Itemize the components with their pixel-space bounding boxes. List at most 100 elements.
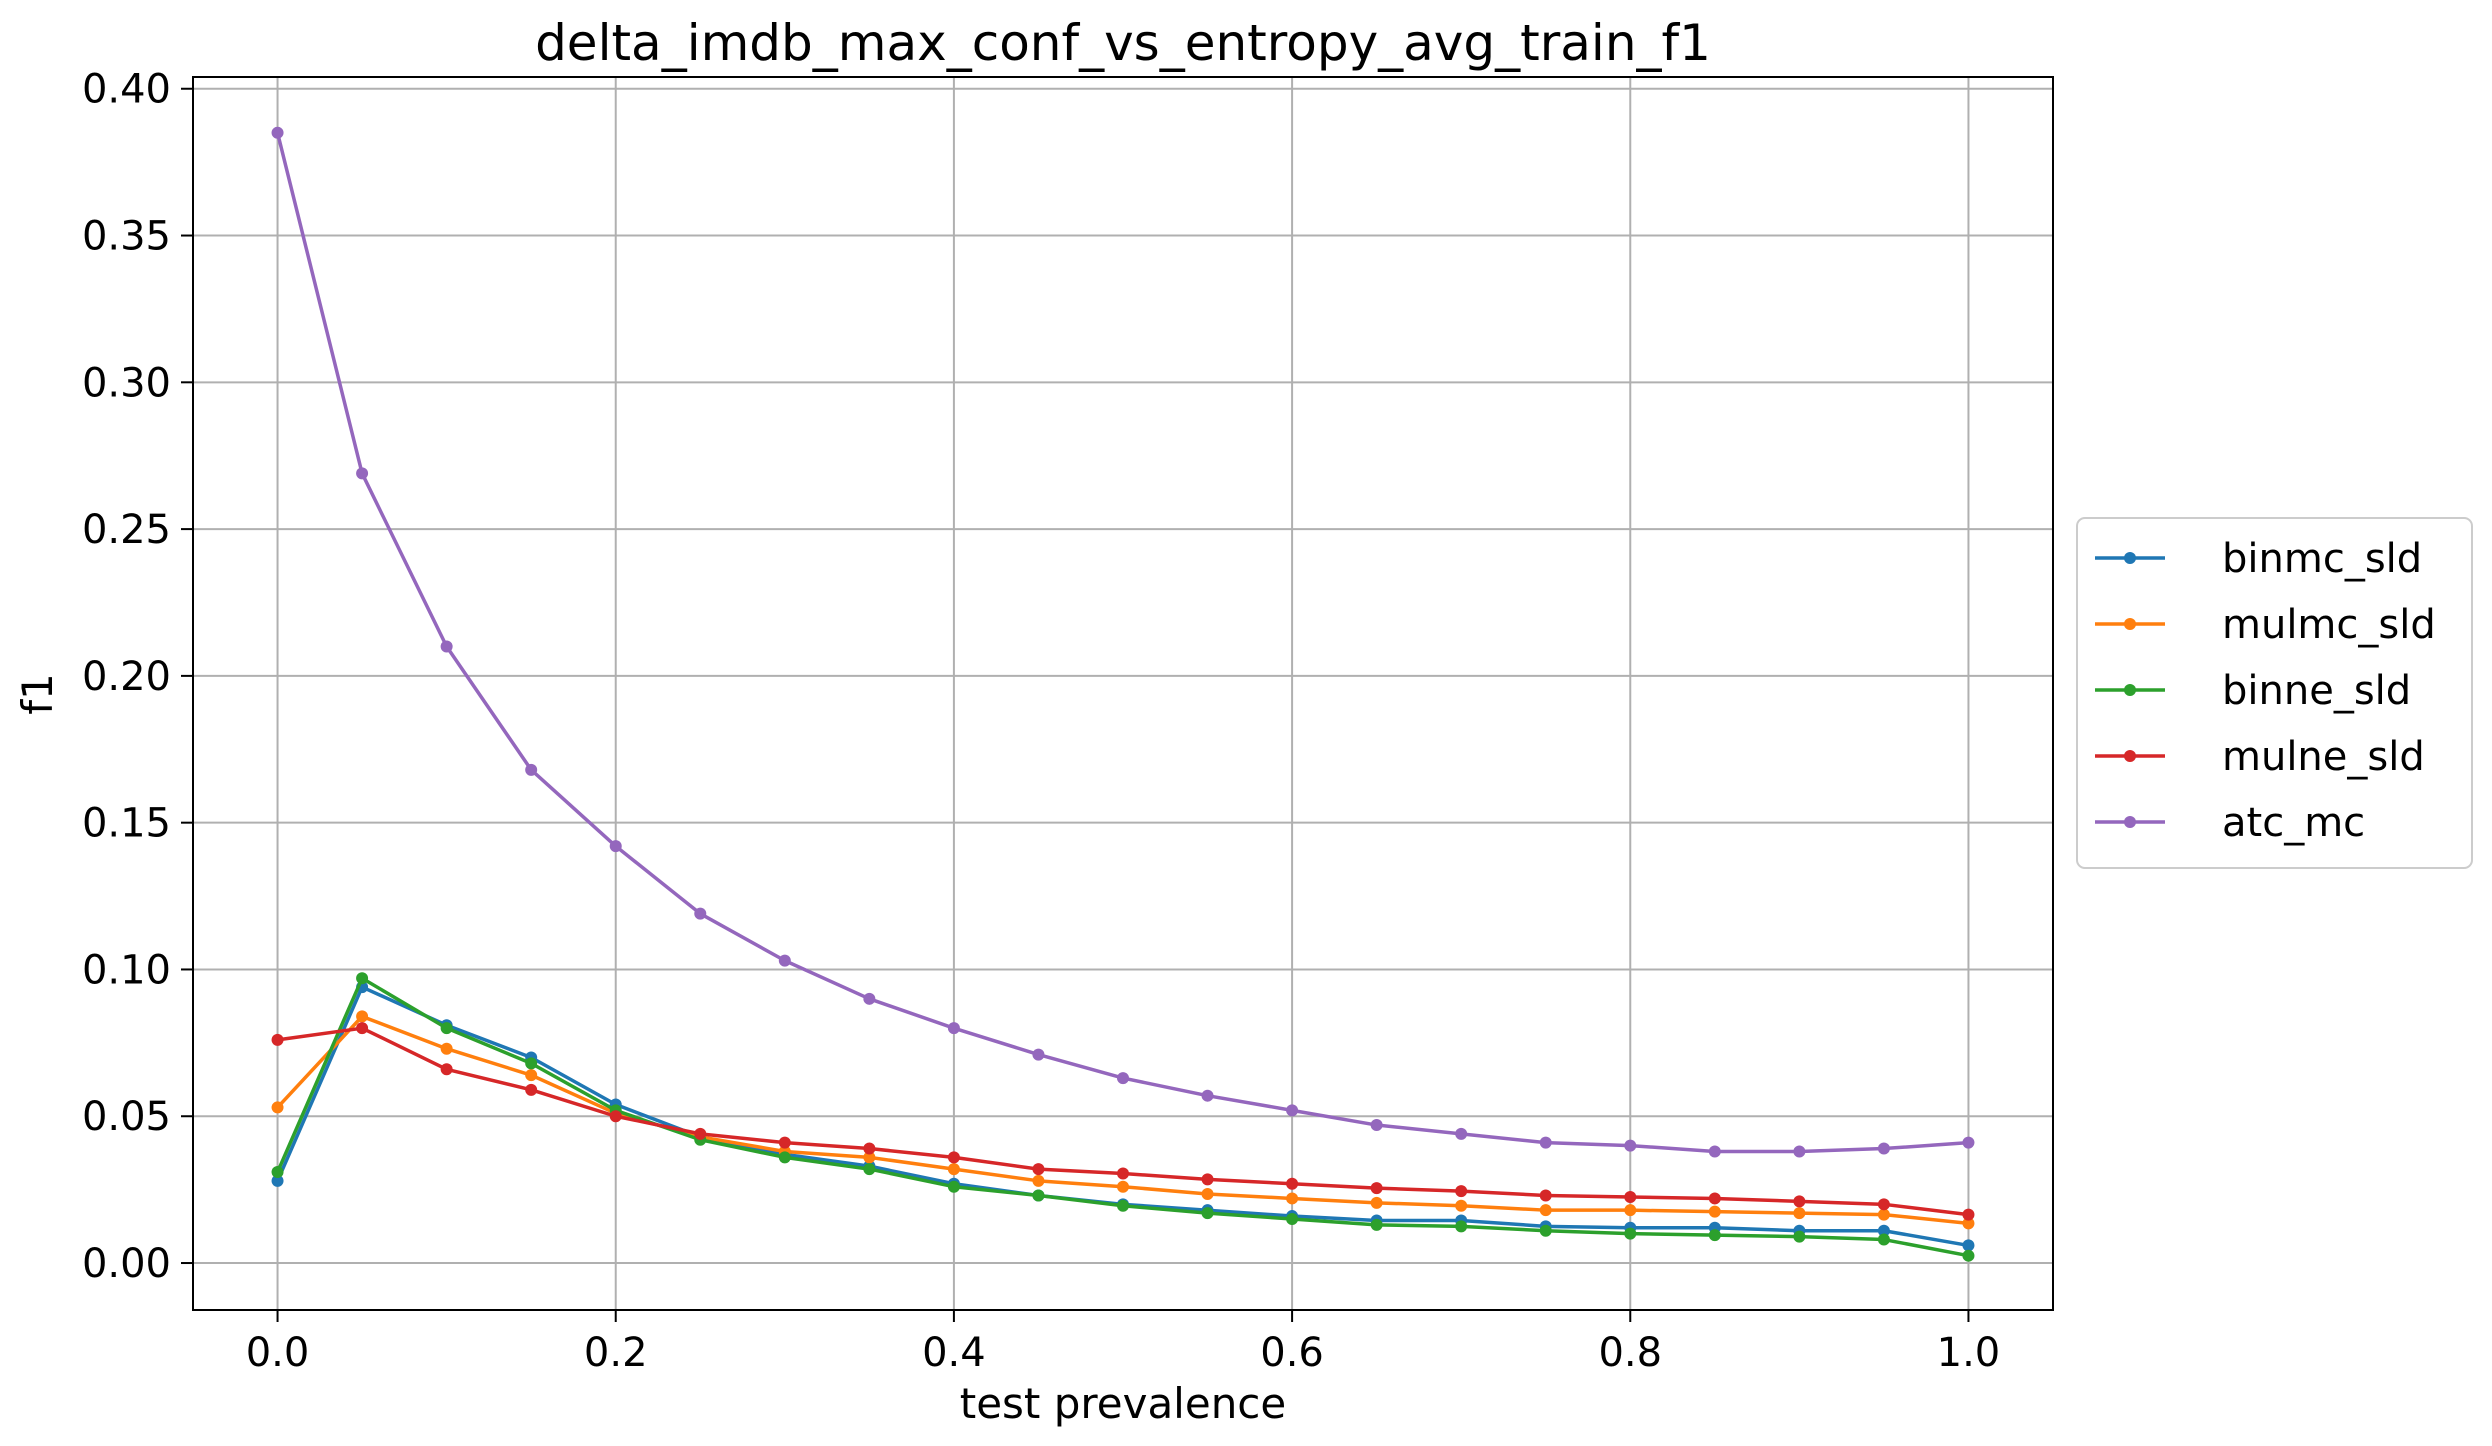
data-point-binne_sld [525,1057,538,1070]
data-point-mulmc_sld [1877,1208,1890,1221]
legend-label: mulmc_sld [2222,602,2436,648]
data-point-atc_mc [1455,1127,1468,1140]
legend-item-binmc_sld: binmc_sld [2095,536,2422,582]
data-point-atc_mc [1117,1072,1129,1085]
x-axis: 0.0 0.2 0.4 0.6 0.8 1.0 [246,1310,2001,1376]
x-tick-label: 1.0 [1937,1330,2001,1376]
series-binne_sld [271,972,1975,1262]
data-point-mulne_sld [1455,1185,1468,1198]
data-point-mulne_sld [1117,1167,1129,1180]
y-tick-label: 0.35 [82,214,171,260]
data-point-binne_sld [1201,1207,1214,1220]
data-point-atc_mc [1032,1048,1045,1061]
data-point-atc_mc [863,992,876,1005]
chart-title: delta_imdb_max_conf_vs_entropy_avg_train… [535,14,1711,72]
legend-label: binmc_sld [2222,536,2422,582]
legend-item-mulne_sld: mulne_sld [2095,734,2425,780]
data-point-binne_sld [1370,1218,1383,1231]
data-point-binne_sld [1286,1212,1299,1225]
data-point-mulmc_sld [1624,1204,1637,1217]
legend-marker [2124,684,2136,696]
data-point-binmc_sld [271,1174,284,1187]
data-point-mulmc_sld [1201,1188,1214,1201]
data-point-binne_sld [1962,1249,1975,1262]
y-tick-label: 0.40 [82,67,171,113]
data-point-atc_mc [778,954,791,967]
data-point-mulmc_sld [1708,1205,1721,1218]
data-point-binne_sld [1877,1233,1890,1246]
data-point-atc_mc [1286,1104,1299,1117]
y-tick-label: 0.00 [82,1241,171,1287]
data-point-mulmc_sld [1793,1207,1806,1220]
data-point-mulne_sld [863,1142,876,1155]
data-point-binne_sld [271,1166,284,1179]
y-tick-label: 0.25 [82,507,171,553]
data-point-mulne_sld [356,1022,369,1035]
data-point-mulmc_sld [440,1042,453,1055]
data-point-mulne_sld [1624,1190,1637,1203]
data-point-mulne_sld [694,1127,707,1140]
data-point-binne_sld [356,972,369,985]
data-point-mulne_sld [271,1033,284,1046]
series-mulne_sld [271,1022,1975,1221]
data-point-mulne_sld [1032,1163,1045,1176]
data-point-binne_sld [1117,1199,1129,1212]
data-point-binne_sld [1539,1224,1552,1237]
data-point-binne_sld [863,1163,876,1176]
data-point-binne_sld [440,1022,453,1035]
data-point-mulne_sld [1793,1195,1806,1208]
x-axis-label: test prevalence [960,1379,1287,1428]
data-point-mulmc_sld [525,1069,538,1082]
y-tick-label: 0.20 [82,654,171,700]
x-tick-label: 0.2 [584,1330,648,1376]
data-point-binne_sld [1032,1189,1045,1202]
data-point-binne_sld [1793,1230,1806,1243]
data-point-mulmc_sld [863,1151,876,1164]
data-point-mulne_sld [1708,1192,1721,1205]
data-point-mulmc_sld [1117,1180,1129,1193]
legend-box [2076,517,2473,869]
legend-label: binne_sld [2222,668,2411,714]
data-point-binne_sld [1624,1227,1637,1240]
data-point-mulne_sld [1201,1173,1214,1186]
data-point-mulne_sld [609,1110,622,1123]
legend-marker [2124,750,2136,762]
data-point-binmc_sld [1962,1239,1975,1252]
legend-item-binne_sld: binne_sld [2095,668,2411,714]
data-point-mulmc_sld [1455,1199,1468,1212]
data-point-atc_mc [440,640,453,653]
legend: binmc_sld mulmc_sld binne_sld mulne_sld atc_… [2076,517,2473,869]
data-point-mulne_sld [778,1136,791,1149]
data-point-binne_sld [1708,1229,1721,1242]
data-point-mulmc_sld [271,1101,284,1114]
data-point-mulne_sld [1877,1198,1890,1211]
data-point-mulne_sld [1962,1208,1975,1221]
data-point-atc_mc [1877,1142,1890,1155]
data-point-binne_sld [947,1180,960,1193]
data-point-atc_mc [1624,1139,1637,1152]
data-point-binmc_sld [1877,1224,1890,1237]
data-point-mulne_sld [947,1151,960,1164]
data-point-atc_mc [271,126,284,139]
data-point-mulne_sld [1286,1177,1299,1190]
data-point-atc_mc [1370,1119,1383,1132]
data-point-atc_mc [1793,1145,1806,1158]
data-point-mulmc_sld [1962,1217,1975,1230]
y-tick-label: 0.30 [82,360,171,406]
data-series [271,126,1975,1262]
data-point-mulmc_sld [947,1163,960,1176]
x-tick-label: 0.0 [246,1330,310,1376]
legend-marker [2124,618,2136,630]
data-point-atc_mc [609,840,622,853]
data-point-mulmc_sld [1370,1196,1383,1209]
data-point-atc_mc [947,1022,960,1035]
y-axis-label: f1 [13,673,62,715]
legend-item-atc_mc: atc_mc [2095,800,2365,846]
data-point-mulne_sld [440,1063,453,1076]
data-point-mulne_sld [525,1083,538,1096]
plot-frame [192,76,2054,1311]
data-point-atc_mc [1708,1145,1721,1158]
data-point-atc_mc [1201,1089,1214,1102]
data-point-atc_mc [1962,1136,1975,1149]
